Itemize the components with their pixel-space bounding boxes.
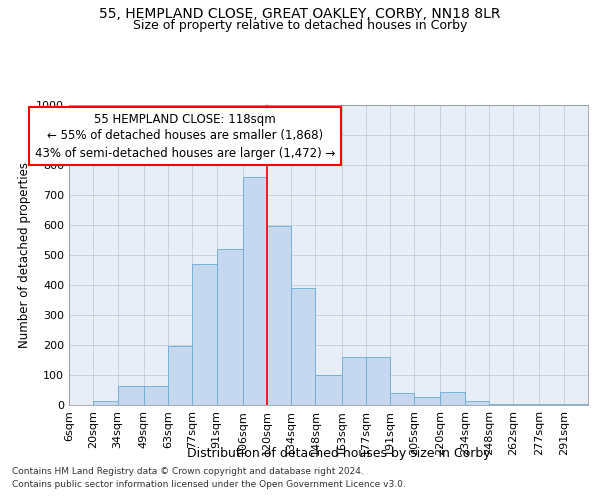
Bar [390, 393, 415, 405]
Bar [143, 386, 168, 405]
Bar [118, 386, 143, 405]
Bar [415, 397, 440, 405]
Bar [168, 346, 192, 405]
Text: Contains public sector information licensed under the Open Government Licence v3: Contains public sector information licen… [12, 480, 406, 489]
Bar [291, 288, 316, 405]
Bar [267, 226, 291, 405]
Bar [514, 404, 539, 405]
Bar [440, 392, 465, 405]
Text: 55 HEMPLAND CLOSE: 118sqm
← 55% of detached houses are smaller (1,868)
43% of se: 55 HEMPLAND CLOSE: 118sqm ← 55% of detac… [35, 112, 335, 160]
Text: Size of property relative to detached houses in Corby: Size of property relative to detached ho… [133, 18, 467, 32]
Bar [563, 404, 588, 405]
Bar [242, 177, 267, 405]
Text: Distribution of detached houses by size in Corby: Distribution of detached houses by size … [187, 448, 491, 460]
Bar [192, 264, 217, 405]
Bar [94, 402, 118, 405]
Bar [489, 404, 514, 405]
Text: 55, HEMPLAND CLOSE, GREAT OAKLEY, CORBY, NN18 8LR: 55, HEMPLAND CLOSE, GREAT OAKLEY, CORBY,… [99, 8, 501, 22]
Bar [366, 357, 390, 405]
Bar [465, 402, 489, 405]
Bar [217, 249, 242, 405]
Text: Contains HM Land Registry data © Crown copyright and database right 2024.: Contains HM Land Registry data © Crown c… [12, 467, 364, 476]
Bar [341, 357, 366, 405]
Bar [316, 375, 341, 405]
Bar [539, 404, 563, 405]
Y-axis label: Number of detached properties: Number of detached properties [17, 162, 31, 348]
